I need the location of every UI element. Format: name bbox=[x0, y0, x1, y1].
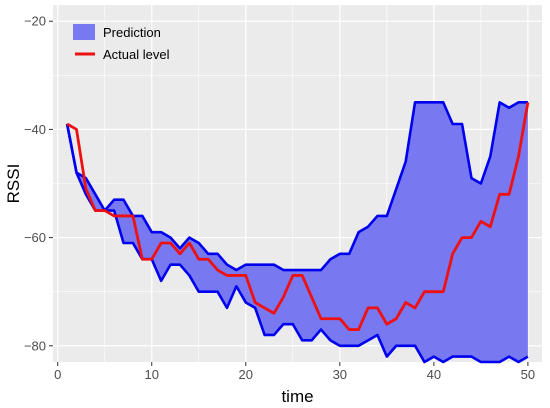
x-tick-label: 0 bbox=[54, 367, 61, 382]
y-axis-title: RSSI bbox=[4, 164, 23, 204]
x-tick-label: 20 bbox=[239, 367, 253, 382]
legend: Prediction Actual level bbox=[73, 24, 170, 62]
x-tick-label: 40 bbox=[427, 367, 441, 382]
actual-level-line bbox=[66, 102, 530, 331]
x-axis: 0 10 20 30 40 50 bbox=[54, 362, 535, 382]
prediction-upper-bound-line bbox=[65, 101, 528, 272]
y-tick-label: −80 bbox=[24, 338, 46, 353]
legend-label-actual-level: Actual level bbox=[103, 47, 170, 62]
legend-key-prediction bbox=[73, 24, 95, 40]
y-tick-label: −60 bbox=[24, 230, 46, 245]
actual-level-line-layer bbox=[66, 102, 530, 331]
x-tick-label: 30 bbox=[333, 367, 347, 382]
prediction-band bbox=[67, 102, 528, 363]
x-tick-label: 10 bbox=[145, 367, 159, 382]
y-tick-label: −20 bbox=[24, 14, 46, 29]
x-tick-label: 50 bbox=[521, 367, 535, 382]
legend-label-prediction: Prediction bbox=[103, 25, 161, 40]
y-axis: −20 −40 −60 −80 bbox=[24, 14, 53, 353]
y-tick-label: −40 bbox=[24, 122, 46, 137]
x-axis-title: time bbox=[281, 387, 313, 406]
